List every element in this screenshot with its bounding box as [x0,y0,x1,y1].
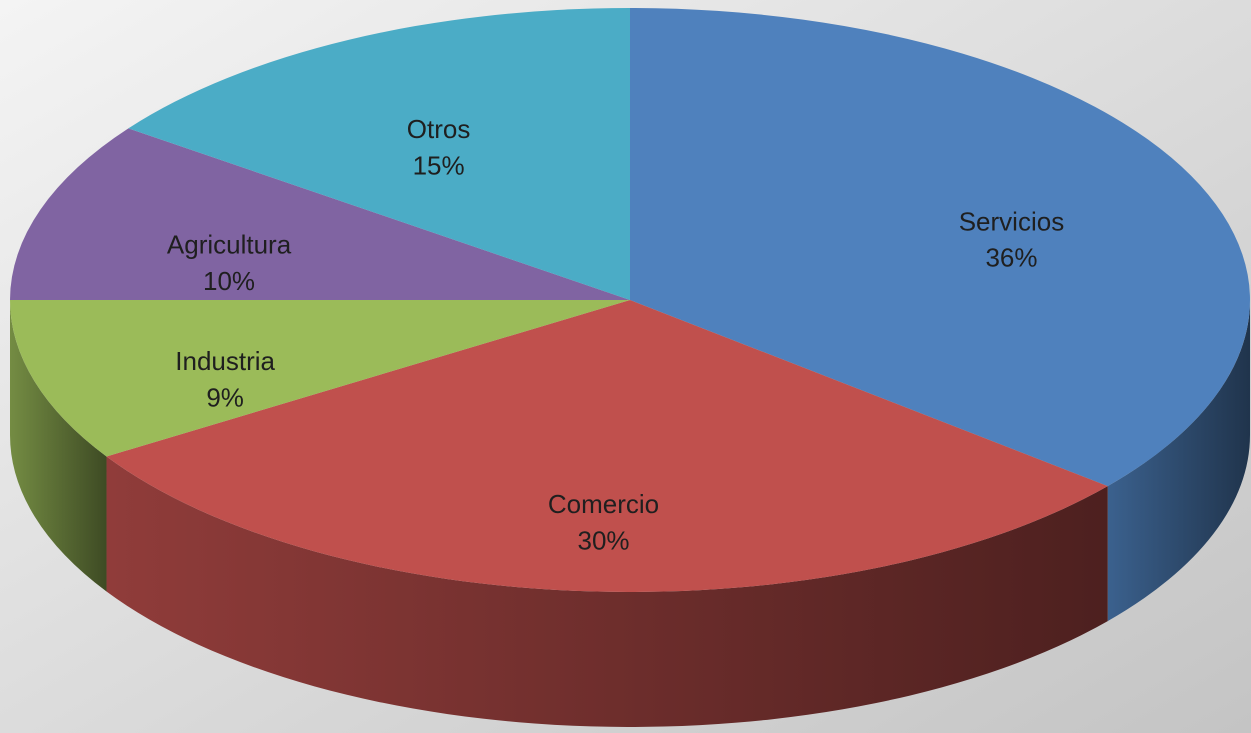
category-label: Otros [407,114,471,144]
category-label: Agricultura [167,229,292,259]
data-label: Agricultura 10% [167,229,292,295]
category-label: Industria [175,346,275,376]
slice [630,8,1250,487]
slice [10,300,630,457]
slice-side [1107,300,1250,622]
category-label: Servicios [959,206,1064,236]
value-label: 15% [413,150,465,180]
pie-labels: Servicios 36% Comercio 30% Industria 9% Agricu… [167,114,1064,555]
value-label: 30% [578,525,630,555]
slice-side [10,300,107,592]
pie-tops [10,8,1250,593]
slice [128,8,630,300]
slice [106,300,1108,593]
data-label: Industria 9% [175,346,275,412]
value-label: 10% [203,266,255,296]
value-label: 36% [985,243,1037,273]
data-label: Comercio 30% [548,489,659,555]
data-label: Servicios 36% [959,206,1064,272]
value-label: 9% [206,383,244,413]
slice [10,128,630,300]
pie-sides [10,300,1250,728]
slice-side [106,456,1108,728]
data-label: Otros 15% [407,114,471,180]
category-label: Comercio [548,489,659,519]
